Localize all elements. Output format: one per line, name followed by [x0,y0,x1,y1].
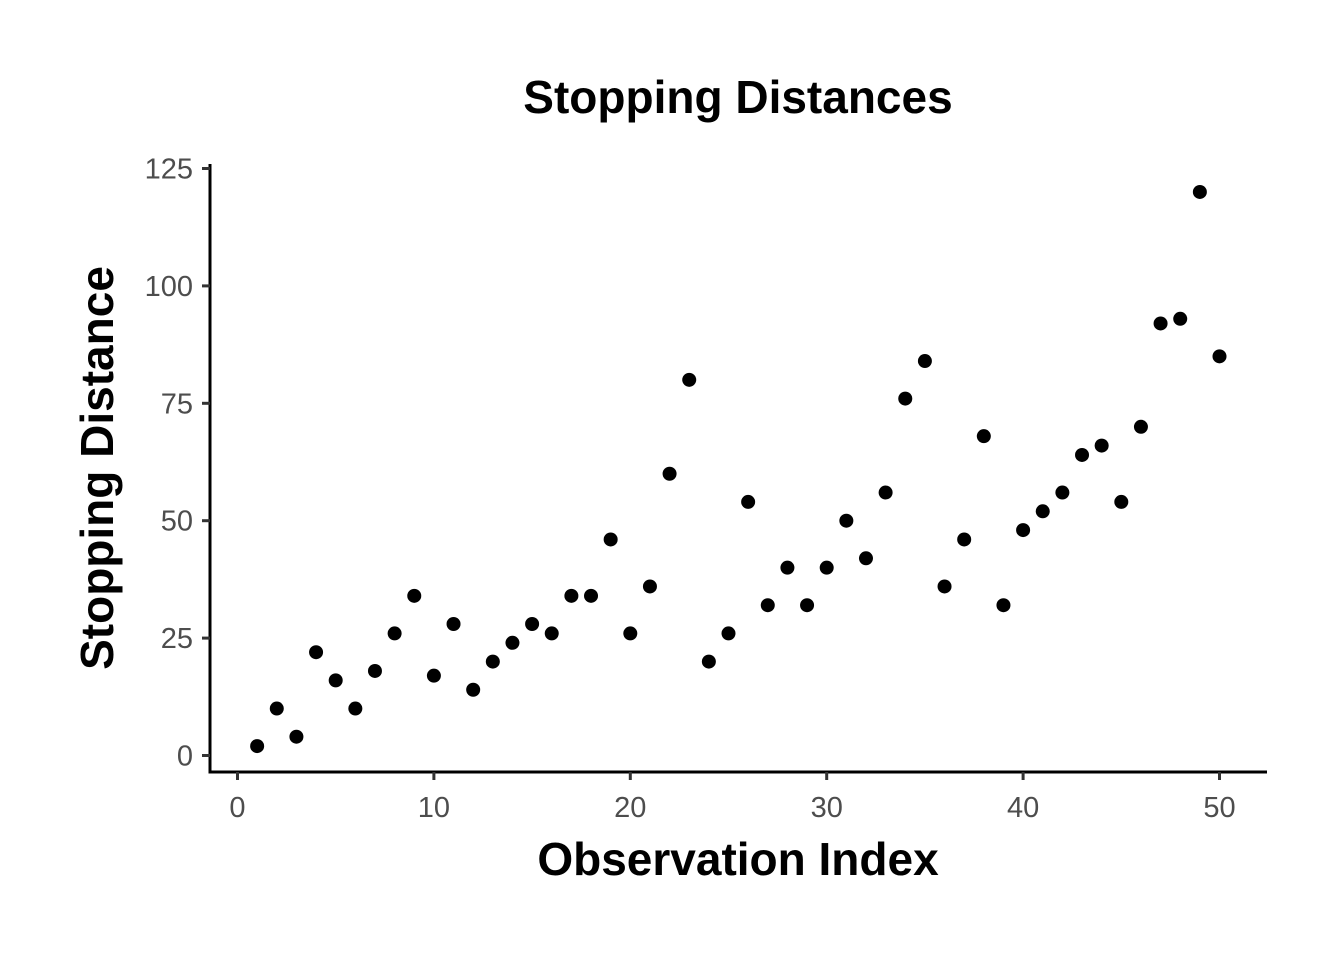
data-point [466,682,481,697]
data-point [741,494,756,509]
data-point [898,391,913,406]
data-point [642,579,657,594]
data-point [1212,349,1227,364]
y-axis: 0 25 50 75 100 125 [145,154,212,773]
data-point [996,598,1011,613]
x-tick-label: 50 [1203,792,1235,824]
data-point [1035,504,1050,519]
data-point [269,701,284,716]
data-point [1016,523,1031,538]
y-axis-title: Stopping Distance [71,266,123,670]
data-point [250,739,265,754]
data-point [839,513,854,528]
data-point [603,532,618,547]
data-point [485,654,500,669]
data-point [387,626,402,641]
data-point [309,645,324,660]
data-point [917,354,932,369]
y-tick-label: 125 [145,154,193,186]
data-point [1094,438,1109,453]
data-point [525,617,540,632]
x-tick-label: 40 [1007,792,1039,824]
data-point [878,485,893,500]
data-point [682,372,697,387]
x-tick-label: 0 [229,792,245,824]
data-point [348,701,363,716]
data-point [544,626,559,641]
x-axis-title: Observation Index [537,833,939,885]
data-point [976,429,991,444]
data-point [721,626,736,641]
data-point [957,532,972,547]
y-tick-label: 100 [145,271,193,303]
y-tick-label: 0 [177,741,193,773]
data-point [584,588,599,603]
data-point [289,729,304,744]
data-point [1173,311,1188,326]
data-point [1075,447,1090,462]
data-point [1114,494,1129,509]
x-tick-label: 30 [811,792,843,824]
data-point [701,654,716,669]
data-point [1192,184,1207,199]
data-point [937,579,952,594]
data-point [446,617,461,632]
data-point [662,466,677,481]
x-axis: 0 10 20 30 40 50 [208,770,1267,824]
data-point [858,551,873,566]
data-point [564,588,579,603]
data-point [407,588,422,603]
data-points [250,184,1227,754]
data-point [367,663,382,678]
y-tick-label: 50 [161,506,193,538]
data-point [623,626,638,641]
data-point [800,598,815,613]
data-point [780,560,795,575]
x-tick-label: 10 [418,792,450,824]
data-point [426,668,441,683]
y-tick-label: 75 [161,388,193,420]
data-point [1133,419,1148,434]
data-point [760,598,775,613]
data-point [1153,316,1168,331]
data-point [505,635,520,650]
y-tick-label: 25 [161,623,193,655]
data-point [1055,485,1070,500]
x-tick-label: 20 [614,792,646,824]
data-point [819,560,834,575]
data-point [328,673,343,688]
chart-title: Stopping Distances [523,71,952,123]
